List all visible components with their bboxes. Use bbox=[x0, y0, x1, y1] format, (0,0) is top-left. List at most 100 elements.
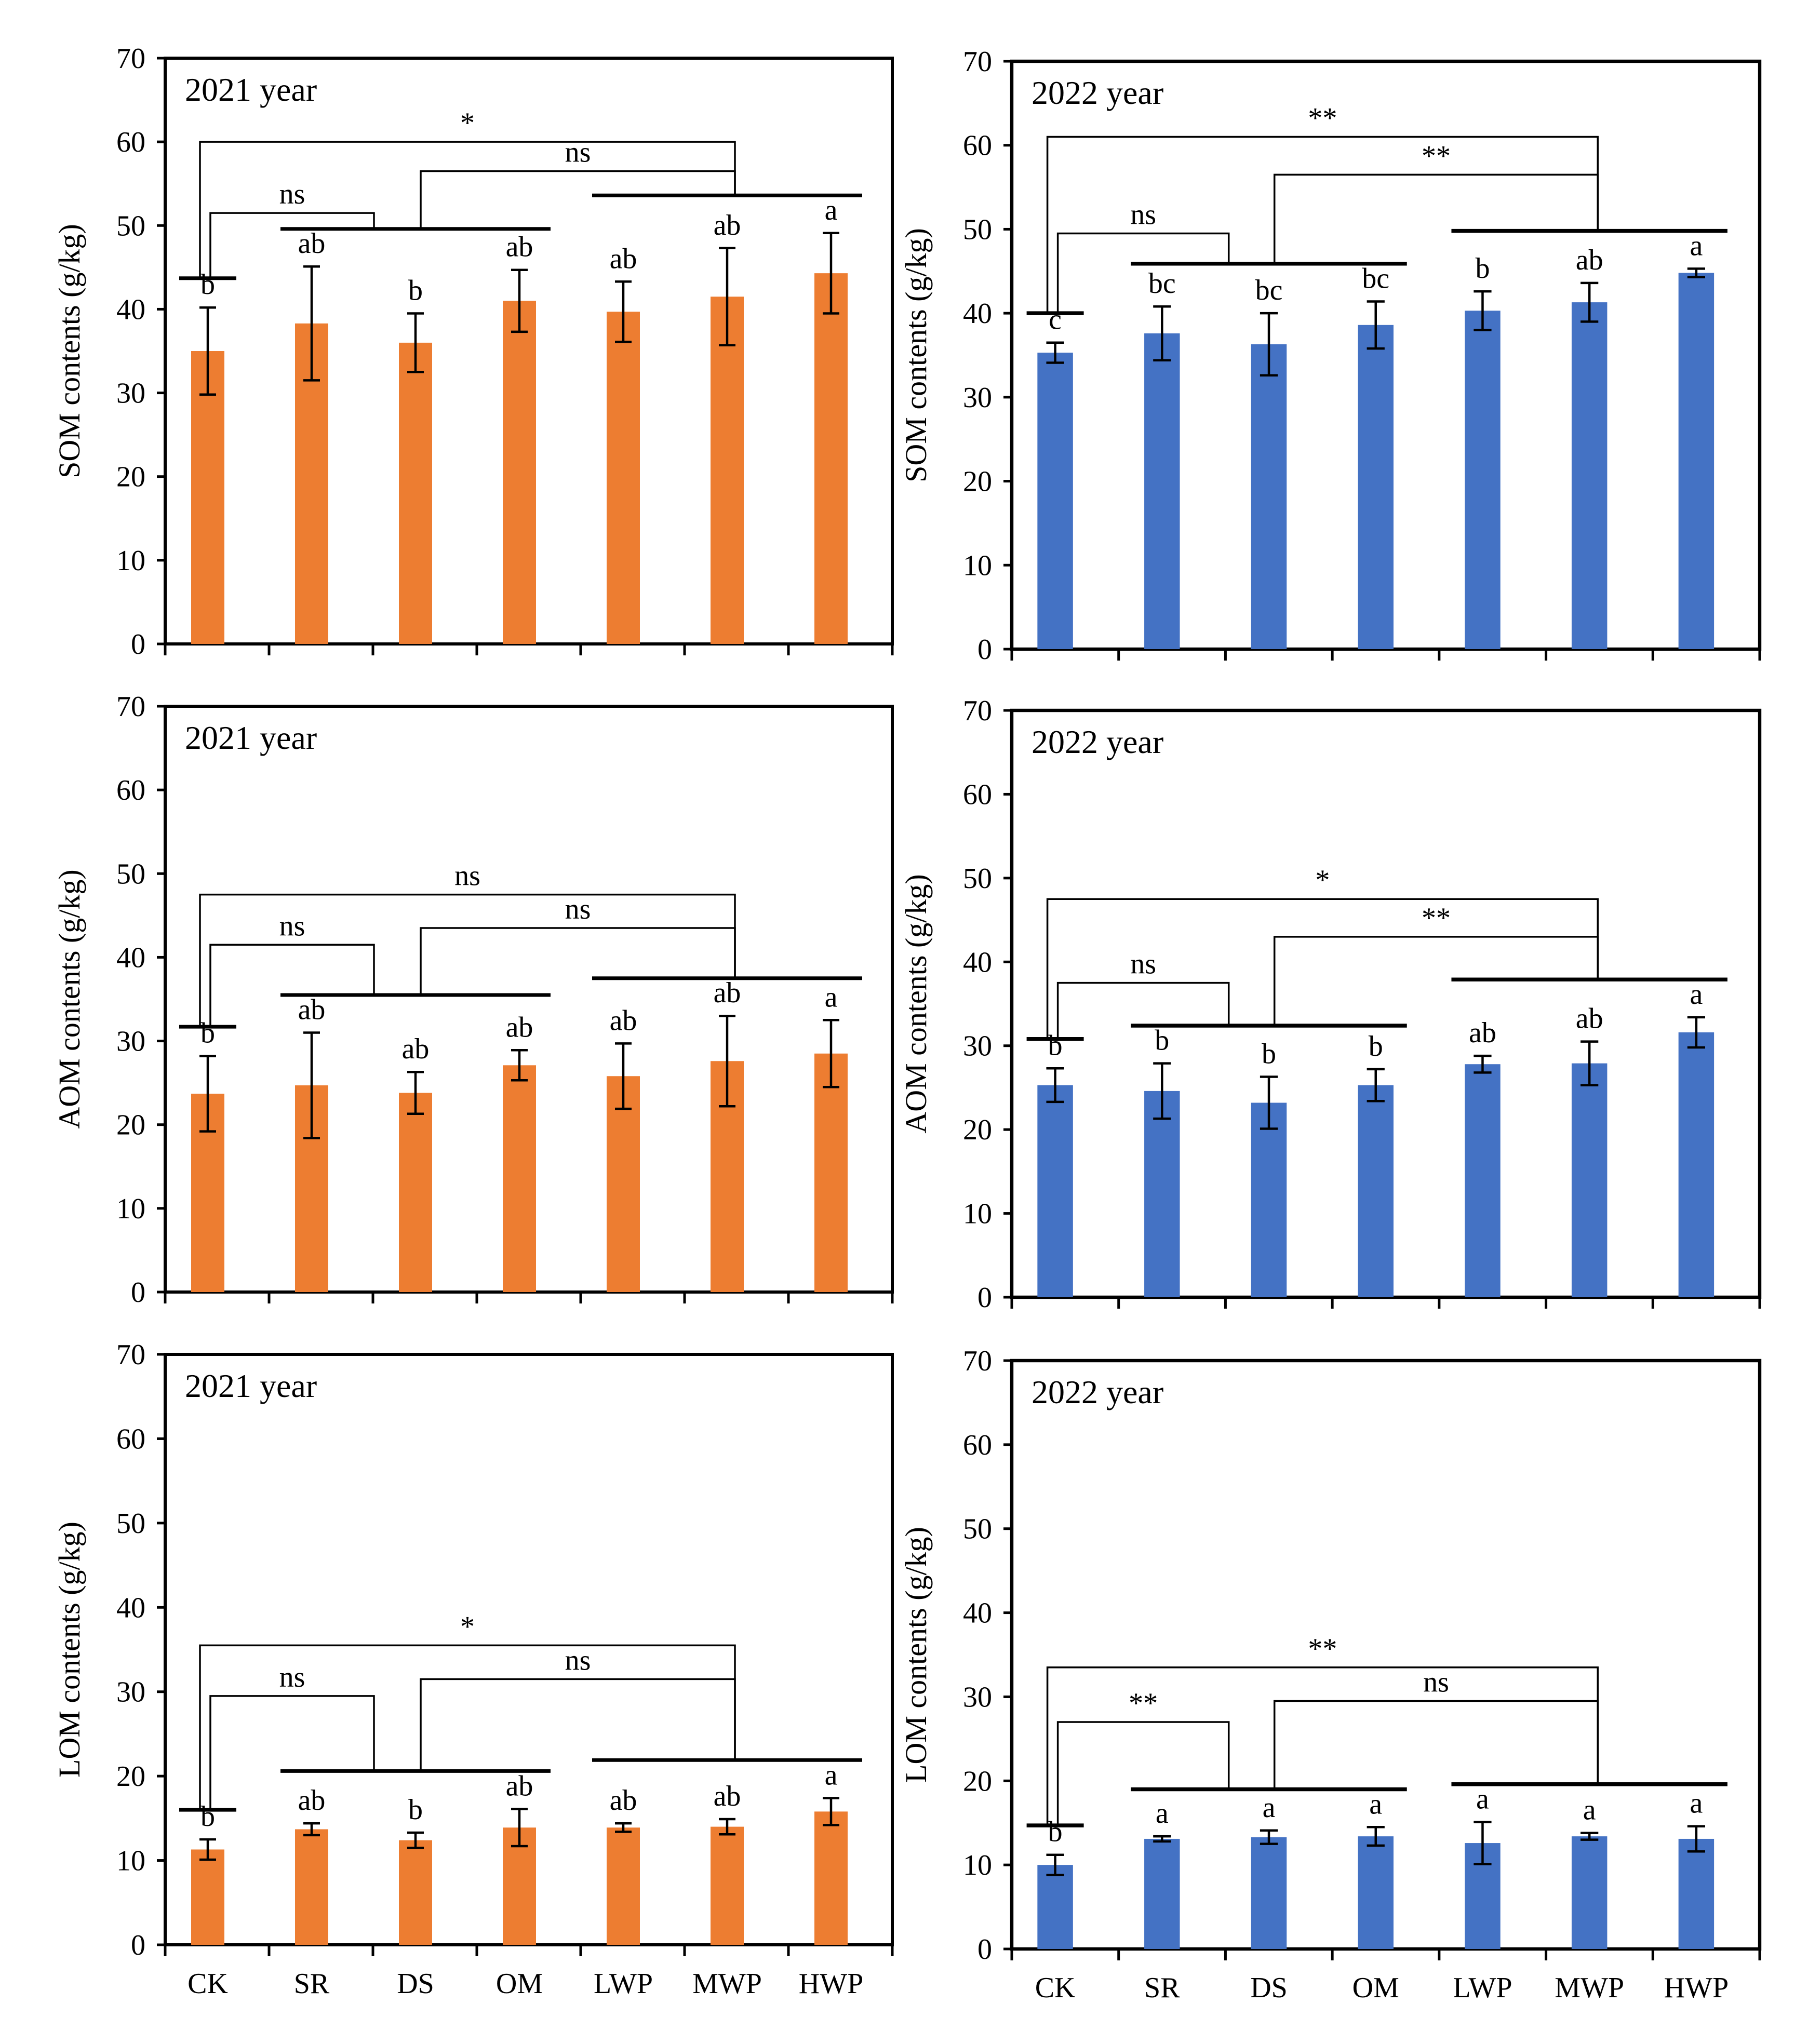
significance-letter: ab bbox=[298, 1784, 326, 1817]
y-tick-label: 10 bbox=[963, 549, 992, 582]
y-tick-label: 70 bbox=[963, 46, 992, 78]
y-tick-label: 20 bbox=[963, 1114, 992, 1146]
comparison-bracket bbox=[209, 212, 375, 278]
bar-HWP bbox=[814, 1811, 848, 1945]
comparison-bracket bbox=[420, 1678, 736, 1771]
significance-letter: a bbox=[825, 1759, 838, 1791]
y-tick-label: 10 bbox=[116, 545, 145, 577]
significance-letter: b bbox=[408, 274, 423, 306]
bar-OM bbox=[1358, 325, 1394, 649]
bar-SR bbox=[1144, 1091, 1180, 1297]
significance-letter: b bbox=[1369, 1030, 1383, 1063]
bar-HWP bbox=[814, 273, 848, 644]
category-label: OM bbox=[1352, 1972, 1399, 2004]
significance-letter: a bbox=[1476, 1783, 1489, 1816]
bar-DS bbox=[399, 342, 432, 644]
significance-letter: ab bbox=[610, 1784, 637, 1817]
y-tick-label: 30 bbox=[116, 1676, 145, 1709]
y-tick-label: 20 bbox=[116, 461, 145, 493]
y-tick-label: 60 bbox=[963, 130, 992, 162]
y-tick-label: 10 bbox=[116, 1845, 145, 1877]
significance-letter: ab bbox=[1576, 244, 1603, 276]
y-tick-label: 20 bbox=[116, 1109, 145, 1141]
significance-letter: a bbox=[1690, 978, 1703, 1011]
comparison-bracket bbox=[209, 1695, 375, 1810]
panel-title: 2022 year bbox=[1032, 1374, 1163, 1410]
category-label: SR bbox=[294, 1968, 330, 2000]
chart-panel-middle-left: 0 10 20 30 40 50 60 70 AOM contents (g/kg) 2021 y… bbox=[52, 691, 894, 1309]
panel-title: 2022 year bbox=[1032, 723, 1163, 760]
bar-DS bbox=[399, 1840, 432, 1945]
bar-DS bbox=[1251, 1837, 1287, 1949]
y-tick-label: 0 bbox=[977, 1933, 992, 1966]
y-tick-label: 60 bbox=[963, 1429, 992, 1461]
comparison-label: * bbox=[1315, 864, 1330, 896]
chart-panel-top-left: 0 10 20 30 40 50 60 70 SOM contents (g/kg) 2021 y… bbox=[52, 43, 894, 661]
bar-HWP bbox=[1678, 1838, 1715, 1949]
category-label: CK bbox=[188, 1968, 228, 2000]
significance-letter: ab bbox=[610, 243, 637, 275]
y-tick-label: 60 bbox=[116, 774, 145, 806]
comparison-bracket bbox=[1056, 1721, 1230, 1826]
y-tick-label: 30 bbox=[963, 1681, 992, 1713]
y-tick-label: 60 bbox=[116, 126, 145, 158]
comparison-label: ns bbox=[1423, 1666, 1449, 1699]
comparison-label: ** bbox=[1308, 102, 1337, 135]
significance-letter: b bbox=[1155, 1025, 1169, 1057]
y-tick-label: 30 bbox=[116, 378, 145, 410]
significance-letter: b bbox=[1048, 1029, 1063, 1061]
comparison-bracket bbox=[1273, 1700, 1599, 1790]
bar-LWP bbox=[607, 312, 640, 644]
comparison-bracket bbox=[1273, 936, 1599, 1026]
bar-HWP bbox=[814, 1053, 848, 1292]
bar-SR bbox=[1144, 1838, 1180, 1949]
bar-SR bbox=[1144, 333, 1180, 649]
chart-panel-bottom-left: 0 10 20 30 40 50 60 70 LOM contents (g/kg) 2021 y… bbox=[52, 1339, 894, 2000]
comparison-label: ns bbox=[565, 893, 591, 925]
y-tick-label: 40 bbox=[963, 298, 992, 330]
bar-MWP bbox=[711, 1826, 744, 1945]
y-tick-label: 40 bbox=[116, 1592, 145, 1624]
significance-letter: a bbox=[825, 981, 838, 1013]
significance-letter: b bbox=[200, 268, 215, 301]
category-label: SR bbox=[1144, 1972, 1180, 2004]
bar-CK bbox=[1037, 353, 1073, 649]
bar-MWP bbox=[1571, 1836, 1608, 1949]
comparison-label: * bbox=[460, 107, 475, 139]
significance-letter: a bbox=[825, 194, 838, 226]
significance-letter: bc bbox=[1255, 274, 1283, 306]
bar-LWP bbox=[607, 1827, 640, 1945]
y-tick-label: 40 bbox=[116, 942, 145, 974]
comparison-bracket bbox=[1273, 173, 1599, 264]
bar-LWP bbox=[1465, 311, 1501, 649]
significance-letter: ab bbox=[298, 227, 326, 260]
y-tick-label: 50 bbox=[963, 863, 992, 895]
significance-letter: ab bbox=[402, 1033, 430, 1065]
comparison-bracket bbox=[1056, 232, 1230, 314]
significance-letter: bc bbox=[1148, 267, 1176, 300]
significance-letter: b bbox=[1048, 1816, 1063, 1848]
comparison-label: * bbox=[460, 1610, 475, 1643]
comparison-label: ns bbox=[565, 1644, 591, 1676]
significance-letter: a bbox=[1690, 1787, 1703, 1820]
y-tick-label: 60 bbox=[963, 778, 992, 811]
y-tick-label: 50 bbox=[116, 1508, 145, 1540]
comparison-label: ns bbox=[454, 860, 480, 892]
y-tick-label: 20 bbox=[963, 1765, 992, 1797]
panel-title: 2021 year bbox=[185, 1367, 317, 1404]
comparison-label: ** bbox=[1422, 140, 1451, 172]
y-tick-label: 50 bbox=[963, 1513, 992, 1545]
significance-letter: ab bbox=[714, 977, 741, 1009]
y-tick-label: 50 bbox=[116, 210, 145, 242]
category-label: CK bbox=[1035, 1972, 1076, 2004]
y-axis-title: SOM contents (g/kg) bbox=[52, 224, 86, 478]
significance-letter: a bbox=[1263, 1792, 1276, 1824]
bar-SR bbox=[295, 1829, 328, 1945]
y-tick-label: 70 bbox=[116, 1339, 145, 1371]
comparison-label: ns bbox=[279, 910, 305, 942]
bar-OM bbox=[503, 1065, 536, 1292]
category-label: OM bbox=[496, 1968, 543, 2000]
chart-panel-bottom-right: 0 10 20 30 40 50 60 70 LOM contents (g/kg) 2022 y… bbox=[899, 1345, 1762, 2004]
panel-title: 2022 year bbox=[1032, 74, 1163, 111]
